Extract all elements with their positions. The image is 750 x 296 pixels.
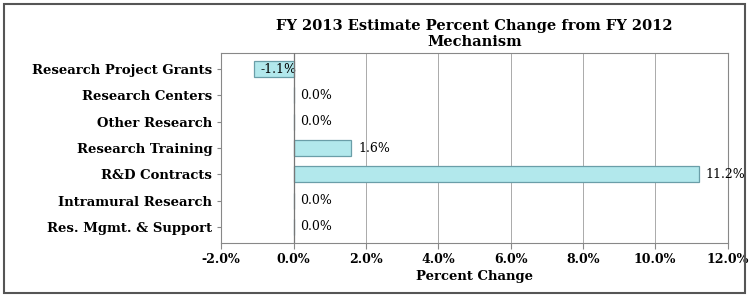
X-axis label: Percent Change: Percent Change: [416, 270, 532, 283]
Text: 1.6%: 1.6%: [358, 141, 390, 155]
Text: 0.0%: 0.0%: [300, 115, 332, 128]
Text: 0.0%: 0.0%: [300, 194, 332, 207]
Text: 0.0%: 0.0%: [300, 221, 332, 234]
Bar: [254, 61, 293, 77]
Title: FY 2013 Estimate Percent Change from FY 2012
Mechanism: FY 2013 Estimate Percent Change from FY …: [276, 19, 673, 49]
Bar: [293, 166, 698, 182]
Bar: [293, 140, 352, 156]
Text: -1.1%: -1.1%: [260, 62, 296, 75]
Text: 0.0%: 0.0%: [300, 89, 332, 102]
Text: 11.2%: 11.2%: [705, 168, 745, 181]
